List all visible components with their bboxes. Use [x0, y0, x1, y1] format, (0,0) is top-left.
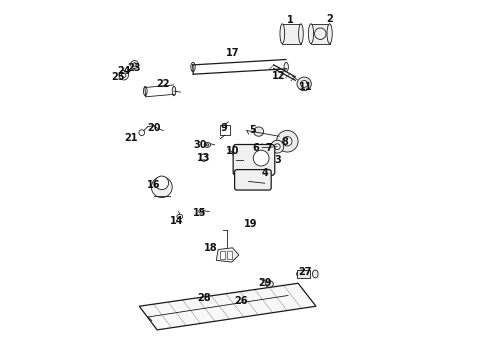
Ellipse shape	[296, 270, 308, 278]
Text: 6: 6	[252, 143, 259, 153]
Text: 13: 13	[197, 153, 211, 163]
Text: 28: 28	[197, 293, 211, 303]
Text: 14: 14	[170, 216, 184, 226]
Text: 27: 27	[298, 267, 312, 277]
Text: 25: 25	[111, 72, 124, 82]
Polygon shape	[216, 248, 239, 262]
Circle shape	[274, 144, 280, 149]
Circle shape	[283, 136, 292, 146]
Text: 20: 20	[147, 123, 160, 133]
FancyBboxPatch shape	[233, 144, 275, 175]
Ellipse shape	[308, 24, 314, 44]
Polygon shape	[139, 283, 316, 330]
Text: 15: 15	[194, 208, 207, 218]
Ellipse shape	[266, 281, 273, 287]
Ellipse shape	[151, 177, 172, 198]
Text: 23: 23	[127, 63, 141, 73]
Ellipse shape	[297, 77, 311, 91]
Ellipse shape	[300, 81, 308, 87]
Ellipse shape	[235, 152, 239, 155]
Text: 1: 1	[287, 15, 293, 26]
Text: 26: 26	[235, 296, 248, 306]
Text: 24: 24	[117, 66, 130, 76]
Bar	[311, 24, 330, 44]
Text: 11: 11	[298, 82, 312, 92]
Ellipse shape	[280, 24, 285, 44]
Text: 8: 8	[281, 138, 288, 147]
Text: 3: 3	[274, 155, 281, 165]
Ellipse shape	[254, 127, 264, 136]
Text: 5: 5	[249, 125, 256, 135]
Circle shape	[253, 150, 269, 166]
Text: 30: 30	[194, 140, 207, 150]
Text: 29: 29	[258, 278, 271, 288]
Text: 17: 17	[226, 48, 239, 58]
Text: 22: 22	[156, 79, 170, 89]
Text: 21: 21	[124, 133, 138, 143]
Ellipse shape	[172, 86, 176, 96]
Ellipse shape	[155, 176, 169, 190]
Text: 10: 10	[226, 146, 239, 156]
Text: 12: 12	[272, 71, 286, 81]
Ellipse shape	[204, 142, 211, 147]
Circle shape	[276, 131, 298, 152]
Ellipse shape	[284, 62, 289, 72]
Text: 2: 2	[326, 14, 333, 24]
Bar	[220, 125, 230, 135]
Text: 19: 19	[244, 219, 257, 229]
FancyBboxPatch shape	[235, 170, 271, 190]
Text: 18: 18	[204, 243, 218, 253]
Text: 7: 7	[265, 143, 271, 153]
Text: 9: 9	[220, 123, 227, 133]
Ellipse shape	[313, 270, 318, 278]
Bar	[282, 24, 301, 44]
Circle shape	[271, 140, 284, 153]
Ellipse shape	[327, 24, 332, 44]
Ellipse shape	[298, 24, 303, 44]
Ellipse shape	[233, 149, 242, 157]
Ellipse shape	[191, 62, 195, 72]
Text: 16: 16	[147, 180, 160, 190]
Bar	[296, 270, 310, 278]
Text: 4: 4	[261, 168, 268, 178]
Ellipse shape	[144, 86, 147, 96]
Bar	[220, 251, 225, 258]
Bar	[227, 251, 232, 258]
